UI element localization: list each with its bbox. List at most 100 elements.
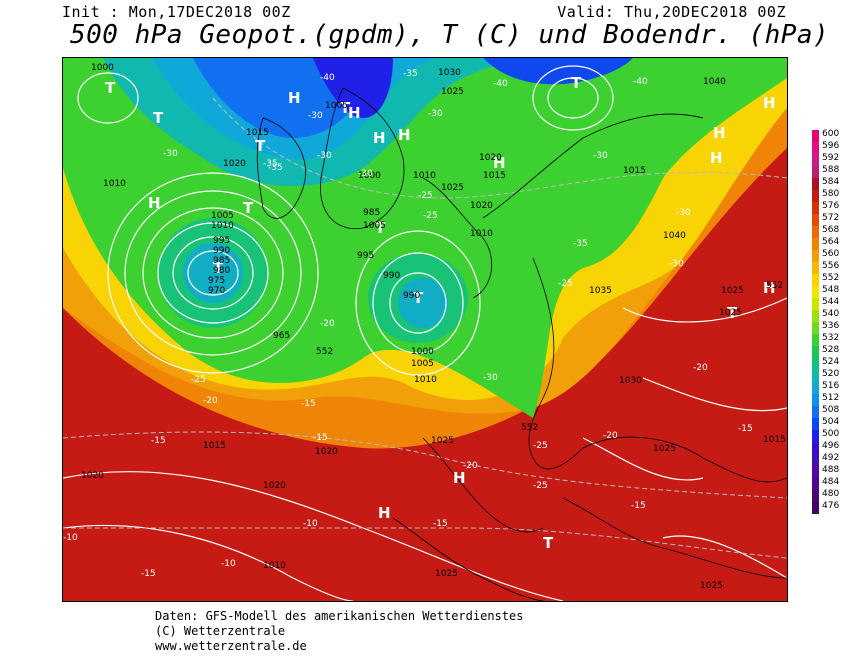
pressure-label-H-14: H	[373, 129, 386, 147]
temperature-label: -15	[738, 424, 753, 434]
pressure-label-H-13: H	[398, 126, 411, 144]
legend-swatch	[812, 478, 819, 490]
legend-swatch	[812, 142, 819, 154]
temperature-label: -25	[191, 375, 206, 385]
temperature-label: -20	[203, 396, 218, 406]
band-496	[313, 58, 393, 118]
legend-swatch	[812, 298, 819, 310]
legend-level: 484	[822, 477, 840, 487]
temperature-label: -25	[533, 441, 548, 451]
legend-swatch	[812, 394, 819, 406]
legend-level: 576	[822, 201, 840, 211]
legend-level: 544	[822, 297, 840, 307]
temperature-label: -40	[320, 73, 335, 83]
init-time: Init : Mon,17DEC2018 00Z	[62, 3, 291, 21]
temperature-label: -20	[320, 319, 335, 329]
pressure-label-H-21: H	[453, 469, 466, 487]
isobar-labels: 1000 103010251040100510101015102010051010…	[81, 63, 786, 591]
legend-level: 480	[822, 489, 840, 499]
isobar-label: 1005	[411, 359, 434, 369]
isobar-label: 1025	[431, 436, 454, 446]
low-core-atlantic-east	[398, 278, 448, 328]
temperature-label: -15	[433, 519, 448, 529]
temperature-labels: -40 -35 -40 -40 -30 -35 -30 -35 -30 -30 -30 -25 -25 -…	[63, 69, 753, 579]
isobar-label: 1020	[479, 153, 502, 163]
legend-level: 600	[822, 129, 840, 139]
legend-swatch	[812, 238, 819, 250]
footer-website: www.wetterzentrale.de	[155, 639, 307, 653]
pressure-label-H-22: H	[378, 504, 391, 522]
temperature-label: -35	[263, 159, 278, 169]
footer-data-source: Daten: GFS-Modell des amerikanischen Wet…	[155, 609, 524, 623]
legend-level: 488	[822, 465, 840, 475]
isobar-label: 995	[357, 251, 374, 261]
legend-swatch	[812, 310, 819, 322]
temperature-label: -35	[403, 69, 418, 79]
legend-swatch	[812, 154, 819, 166]
geopotential-labels: 552 552 552	[316, 281, 783, 433]
legend-swatch	[812, 334, 819, 346]
isobar-label: 1005	[211, 211, 234, 221]
temperature-label: -15	[631, 501, 646, 511]
isobar-label: 1000	[91, 63, 114, 73]
pressure-label-H-12: H	[348, 104, 361, 122]
pressure-label-H-18: H	[710, 149, 723, 167]
isobar-label: 1010	[103, 179, 126, 189]
temperature-label: -30	[317, 151, 332, 161]
legend-level: 536	[822, 321, 840, 331]
legend-level: 548	[822, 285, 840, 295]
legend-level: 552	[822, 273, 840, 283]
pressure-label-H-16: H	[148, 194, 161, 212]
legend-level: 496	[822, 441, 840, 451]
isobar-label: 985	[363, 208, 380, 218]
legend-swatch	[812, 274, 819, 286]
legend-swatch	[812, 226, 819, 238]
temperature-label: -15	[313, 433, 328, 443]
legend-swatch	[812, 358, 819, 370]
legend-level: 532	[822, 333, 840, 343]
pressure-label-T-1: T	[153, 109, 164, 127]
legend-level: 592	[822, 153, 840, 163]
temperature-label: -20	[603, 431, 618, 441]
pressure-label-T-6: T	[213, 259, 224, 277]
temperature-label: -15	[301, 399, 316, 409]
legend-level: 524	[822, 357, 840, 367]
legend-swatch	[812, 178, 819, 190]
legend-swatch	[812, 214, 819, 226]
legend-swatch	[812, 466, 819, 478]
isobar-label: 1030	[438, 68, 461, 78]
isobar-label: 1005	[325, 101, 348, 111]
isobar-label: 1015	[203, 441, 226, 451]
isobar-label: 1040	[703, 77, 726, 87]
legend-swatch	[812, 430, 819, 442]
low-core-atlantic-west	[183, 243, 243, 303]
temperature-label: -10	[63, 533, 78, 543]
temperature-label: -30	[308, 111, 323, 121]
legend-level: 596	[822, 141, 840, 151]
footer-copyright: (C) Wetterzentrale	[155, 624, 286, 638]
legend-swatch	[812, 502, 819, 514]
legend-level: 516	[822, 381, 840, 391]
pressure-label-T-4: T	[340, 99, 351, 117]
geopotential-label: 552	[316, 347, 333, 357]
legend-level: 508	[822, 405, 840, 415]
legend-level: 560	[822, 249, 840, 259]
isobar-label: 1020	[470, 201, 493, 211]
pressure-label-T-8: T	[413, 289, 424, 307]
isobar-label: 1020	[263, 481, 286, 491]
isobar-label: 1025	[441, 183, 464, 193]
isobar-label: 1020	[315, 447, 338, 457]
isobar-label: 970	[208, 286, 225, 296]
temperature-label: -30	[676, 208, 691, 218]
pressure-label-H-11: H	[288, 89, 301, 107]
legend-level: 588	[822, 165, 840, 175]
isobar-label: 975	[208, 276, 225, 286]
temperature-label: -40	[633, 77, 648, 87]
temperature-label: -10	[303, 519, 318, 529]
isobar-label: 1030	[619, 376, 642, 386]
legend-swatch	[812, 250, 819, 262]
isobar-lines	[63, 65, 787, 601]
temperature-label: -15	[141, 569, 156, 579]
